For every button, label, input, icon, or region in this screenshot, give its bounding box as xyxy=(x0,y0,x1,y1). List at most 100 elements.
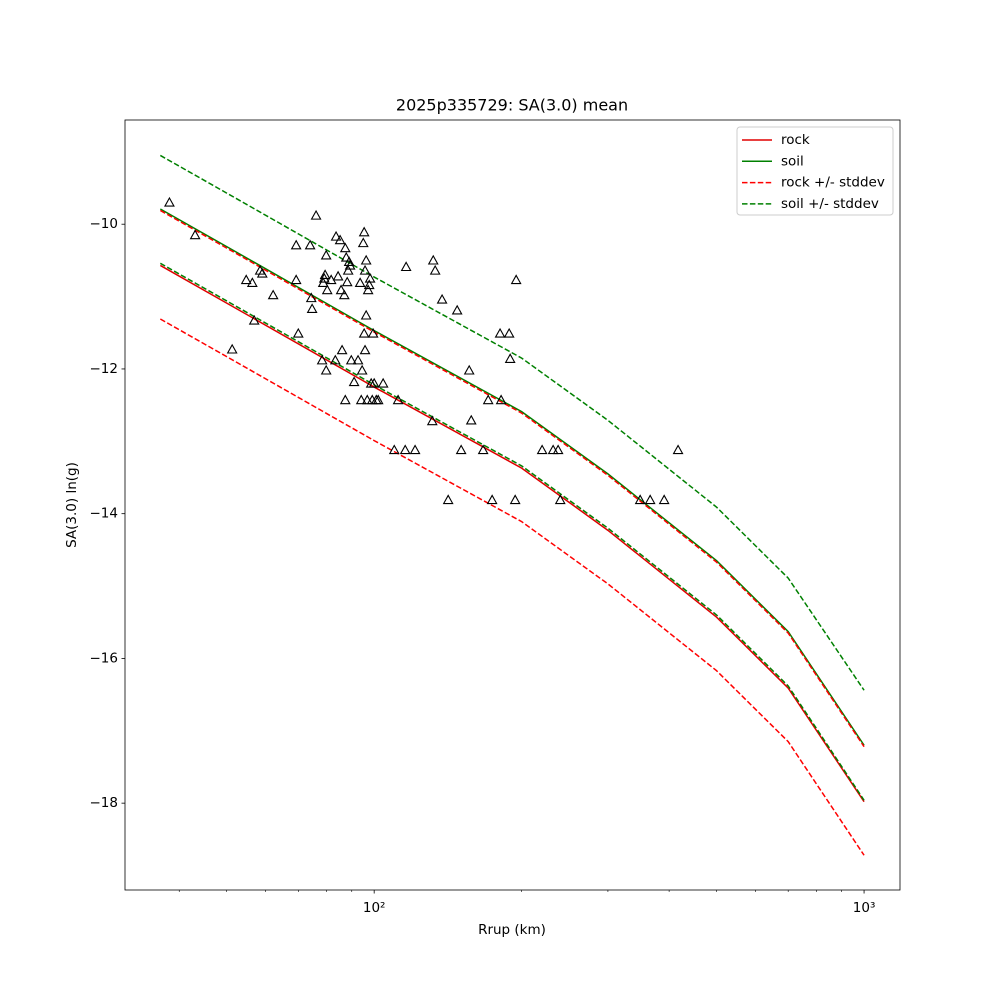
data-point xyxy=(357,237,369,248)
data-point xyxy=(509,494,521,505)
legend-label: soil +/- stddev xyxy=(781,196,879,212)
line xyxy=(159,262,865,801)
data-point xyxy=(363,279,375,290)
data-point xyxy=(338,289,350,300)
data-point xyxy=(360,254,372,265)
data-point xyxy=(246,277,258,287)
data-point xyxy=(360,309,372,320)
data-point xyxy=(368,377,380,388)
data-point xyxy=(163,196,175,207)
data-point xyxy=(442,494,454,505)
y-tick-label: −16 xyxy=(90,650,119,666)
data-point xyxy=(343,256,355,266)
data-point xyxy=(429,264,441,275)
data-point xyxy=(465,414,477,425)
data-point xyxy=(304,239,316,250)
data-point xyxy=(330,230,342,241)
x-tick-label: 10² xyxy=(363,900,386,916)
y-tick-label: −14 xyxy=(90,506,119,522)
data-point xyxy=(341,276,353,287)
data-point xyxy=(409,444,421,455)
data-point xyxy=(321,284,333,295)
data-point xyxy=(399,444,411,455)
data-point xyxy=(503,327,515,338)
chart-title: 2025p335729: SA(3.0) mean xyxy=(396,96,628,115)
x-tick-label: 10³ xyxy=(853,900,876,916)
y-tick-label: −10 xyxy=(90,216,119,232)
plot-area xyxy=(159,154,865,856)
data-point xyxy=(426,415,438,426)
y-tick-label: −18 xyxy=(90,795,119,811)
data-point xyxy=(189,229,201,240)
data-point xyxy=(316,354,328,365)
data-point xyxy=(359,264,371,275)
data-point xyxy=(536,444,548,455)
data-point xyxy=(377,377,389,388)
x-axis-label: Rrup (km) xyxy=(478,922,546,938)
data-point xyxy=(226,343,238,354)
data-point xyxy=(336,344,348,355)
legend: rock soil rock +/- stddev soil +/- stddev xyxy=(736,126,894,216)
data-point xyxy=(358,226,370,237)
data-point xyxy=(240,274,252,285)
data-point xyxy=(334,234,346,245)
data-point xyxy=(451,304,463,315)
data-point xyxy=(367,327,379,338)
data-point xyxy=(362,284,374,295)
data-point xyxy=(340,251,352,262)
data-point xyxy=(504,353,516,363)
data-point xyxy=(354,277,366,287)
data-point xyxy=(455,444,467,455)
line xyxy=(159,209,865,748)
data-point xyxy=(658,494,670,505)
data-point xyxy=(644,494,656,505)
data-point xyxy=(436,293,448,304)
data-point xyxy=(329,354,341,365)
data-point xyxy=(319,269,331,280)
data-point xyxy=(320,249,332,260)
data-point xyxy=(335,284,347,295)
data-point xyxy=(332,270,344,281)
data-point xyxy=(554,494,566,505)
data-point xyxy=(672,444,684,455)
data-point xyxy=(290,239,302,250)
data-point xyxy=(358,327,370,338)
data-point xyxy=(292,327,304,338)
legend-label: soil xyxy=(781,153,804,169)
data-point xyxy=(248,314,260,325)
data-point xyxy=(482,394,494,405)
data-point xyxy=(352,354,364,365)
data-point xyxy=(510,274,522,285)
line xyxy=(159,318,865,856)
data-point xyxy=(388,444,400,455)
data-point xyxy=(494,327,506,338)
data-point xyxy=(339,394,351,405)
data-point xyxy=(344,259,356,270)
data-point xyxy=(355,394,367,405)
data-point xyxy=(427,254,439,265)
data-point xyxy=(290,274,302,285)
y-tick-label: −12 xyxy=(90,361,119,377)
data-point xyxy=(463,364,475,375)
data-point xyxy=(345,354,357,365)
data-point xyxy=(486,494,498,505)
data-point xyxy=(477,444,489,455)
line xyxy=(159,208,865,746)
data-point xyxy=(320,364,332,375)
data-point xyxy=(305,292,317,303)
data-point xyxy=(310,209,322,220)
data-point xyxy=(495,394,507,405)
data-point xyxy=(339,242,351,253)
data-point xyxy=(372,394,384,405)
y-axis-label: SA(3.0) ln(g) xyxy=(64,462,80,548)
data-point xyxy=(400,261,412,272)
data-point xyxy=(364,272,376,283)
data-point xyxy=(359,344,371,355)
line xyxy=(159,264,865,803)
data-point xyxy=(256,267,268,278)
data-point xyxy=(348,376,360,387)
legend-label: rock +/- stddev xyxy=(781,175,885,191)
data-point xyxy=(356,364,368,375)
legend-box xyxy=(736,126,894,216)
